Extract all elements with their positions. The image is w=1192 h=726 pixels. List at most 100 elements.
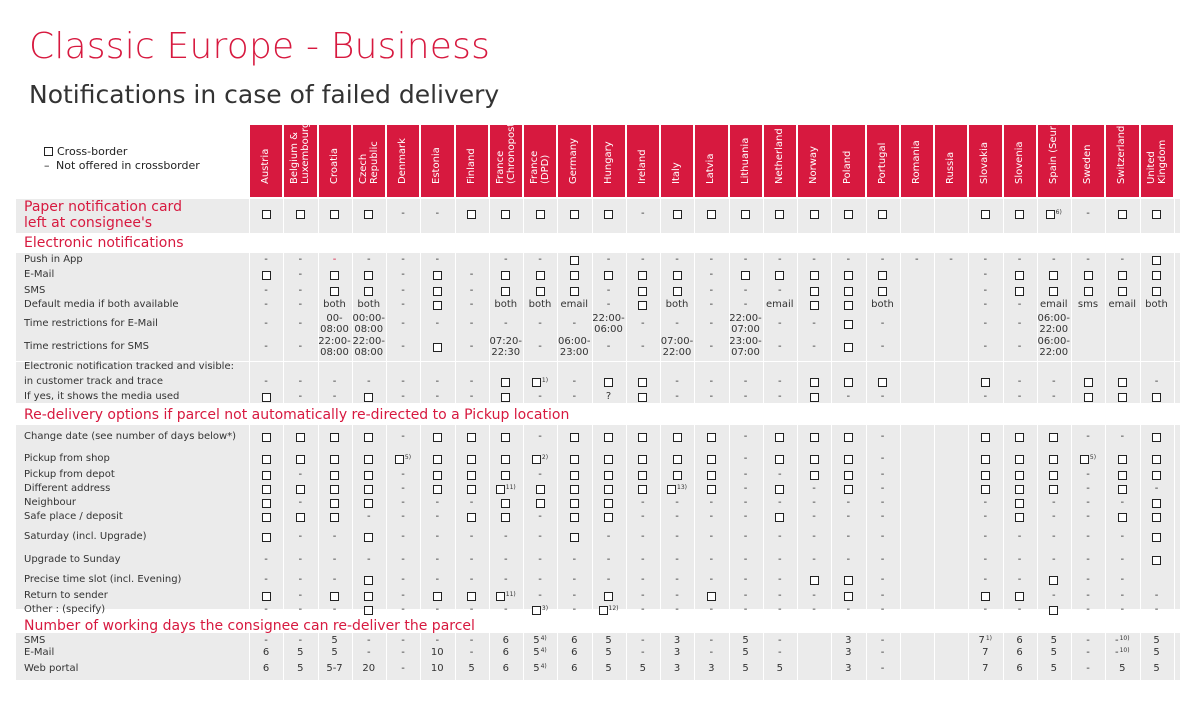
table-cell: -	[709, 269, 714, 280]
table-cell: 5-7	[326, 663, 343, 674]
table-cell	[831, 484, 865, 495]
table-cell	[626, 484, 660, 495]
table-cell: -	[675, 497, 679, 508]
row-label: Time restrictions for E-Mail	[24, 318, 158, 329]
table-cell	[592, 432, 626, 443]
table-cell: -	[640, 647, 645, 658]
table-cell	[352, 498, 386, 509]
table-cell: -	[332, 254, 337, 265]
table-cell: -	[538, 341, 542, 352]
column-separator	[831, 197, 832, 680]
table-cell: -	[640, 511, 645, 522]
table-cell: -	[572, 554, 577, 565]
checkbox-icon	[672, 470, 682, 480]
column-separator	[729, 197, 730, 680]
column-separator	[968, 197, 969, 680]
checkbox-icon	[1015, 498, 1024, 508]
row-band	[16, 253, 1180, 361]
table-cell	[797, 432, 831, 443]
table-cell: -	[1086, 554, 1090, 565]
checkbox-icon	[1049, 432, 1059, 442]
checkbox-icon	[569, 209, 579, 219]
table-cell: -	[401, 511, 405, 522]
checkbox-icon	[706, 470, 716, 480]
table-cell	[694, 470, 728, 481]
table-cell: -	[469, 531, 474, 542]
country-header: Hungary	[592, 125, 625, 197]
table-cell: -	[298, 554, 303, 565]
table-cell: 6	[502, 647, 509, 658]
checkbox-icon	[706, 454, 716, 464]
checkbox-icon	[706, 591, 716, 601]
table-cell	[763, 270, 797, 281]
checkbox-icon	[1015, 470, 1024, 480]
table-cell: -	[777, 531, 782, 542]
table-cell: -	[435, 531, 440, 542]
checkbox-icon	[604, 484, 613, 494]
checkbox-icon	[569, 484, 579, 494]
table-cell	[420, 342, 454, 353]
checkbox-icon	[364, 270, 374, 280]
table-cell: -	[264, 299, 268, 310]
row-label: E-Mail	[24, 647, 55, 658]
checkbox-icon	[432, 470, 442, 480]
table-cell: -	[640, 590, 645, 601]
checkbox-icon	[1049, 484, 1059, 494]
table-cell: -	[846, 497, 851, 508]
table-cell: 54)	[533, 635, 547, 646]
table-cell	[1037, 454, 1071, 465]
table-cell: -	[366, 254, 371, 265]
checkbox-icon	[1152, 392, 1161, 402]
table-cell: -	[538, 574, 542, 585]
table-cell	[1071, 286, 1105, 297]
checkbox-icon	[878, 270, 887, 280]
checkbox-icon	[809, 392, 819, 402]
table-cell	[1003, 209, 1037, 220]
table-cell: -	[435, 318, 440, 329]
table-cell: -	[914, 254, 919, 265]
checkbox-icon	[604, 512, 613, 522]
table-cell: -	[846, 604, 851, 615]
table-cell	[797, 286, 831, 297]
table-cell: 5	[742, 635, 749, 646]
table-cell: -	[743, 431, 748, 442]
table-cell: 07:00- 22:00	[660, 336, 694, 358]
table-cell: 6	[1016, 635, 1023, 646]
table-cell: -	[743, 574, 748, 585]
table-cell: -	[538, 318, 542, 329]
table-cell	[968, 470, 1002, 481]
checkbox-icon	[809, 209, 819, 219]
table-cell: -	[435, 574, 440, 585]
country-header: Germany	[558, 125, 591, 197]
checkbox-icon	[1152, 512, 1161, 522]
column-separator	[797, 197, 798, 680]
table-cell: -	[503, 604, 508, 615]
table-cell: -	[777, 318, 782, 329]
table-cell: -	[880, 590, 885, 601]
table-cell: -	[435, 254, 440, 265]
table-cell: 22:00- 08:00	[318, 336, 351, 358]
table-cell: -	[743, 285, 748, 296]
checkbox-icon	[1015, 512, 1024, 522]
table-cell: 6	[1016, 663, 1023, 674]
table-cell: -	[469, 376, 474, 387]
table-cell	[660, 209, 694, 220]
table-cell	[318, 454, 352, 465]
table-cell: -	[1120, 531, 1125, 542]
table-cell: -	[332, 574, 337, 585]
table-cell: -	[709, 285, 714, 296]
table-cell: email	[765, 299, 794, 310]
column-separator	[1071, 197, 1072, 680]
table-cell: -	[1120, 497, 1125, 508]
table-cell	[626, 432, 660, 443]
table-cell	[1140, 392, 1174, 403]
table-cell: -	[264, 604, 268, 615]
checkbox-icon	[330, 270, 339, 280]
table-cell	[660, 286, 694, 297]
country-header: Belgium & Luxembourg	[284, 122, 317, 197]
table-cell	[1037, 484, 1071, 495]
checkbox-icon	[44, 146, 53, 156]
table-cell: -	[675, 376, 679, 387]
table-cell: -	[640, 318, 645, 329]
table-cell: 54)	[533, 647, 547, 658]
